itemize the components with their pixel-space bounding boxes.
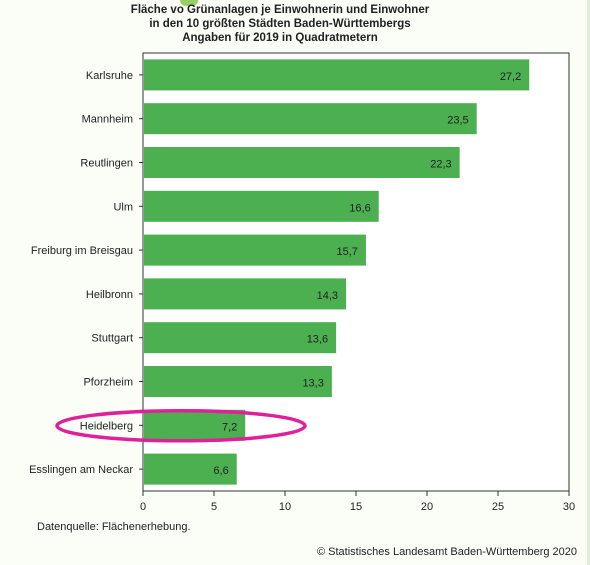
x-tick-label: 30 [563,501,575,513]
value-label: 16,6 [349,202,370,214]
highlight-ellipse [55,409,307,443]
x-tick-label: 10 [279,501,291,513]
bar [144,190,379,222]
chart-title-line-2: in den 10 größten Städten Baden-Württemb… [149,18,411,30]
value-label: 27,2 [500,71,521,83]
category-label: Pforzheim [83,377,133,389]
value-label: 22,3 [430,159,451,171]
value-label: 6,6 [213,465,228,477]
category-label: Mannheim [82,114,133,126]
value-label: 14,3 [317,290,338,302]
category-label: Esslingen am Neckar [29,464,133,476]
category-label: Heilbronn [86,289,133,301]
source-note: Datenquelle: Flächenerhebung. [37,521,191,533]
bar [144,409,246,441]
bar [144,278,347,310]
value-label: 7,2 [222,421,237,433]
copyright-note: © Statistisches Landesamt Baden-Württemb… [316,546,577,558]
category-label: Reutlingen [80,158,133,170]
category-label: Ulm [113,201,133,213]
logo-mark [180,0,198,6]
category-label: Freiburg im Breisgau [31,245,133,257]
bar [144,59,530,91]
chart-title-line-1: Fläche vo Grünanlagen je Einwohnerin und… [130,4,430,16]
bar [144,322,337,354]
bar [144,147,460,178]
chart-title-line-3: Angaben für 2019 in Quadratmetern [182,32,378,44]
value-label: 23,5 [447,115,468,127]
x-tick-label: 5 [211,501,217,513]
x-tick-label: 20 [421,501,433,513]
bar [144,366,332,397]
bar [144,234,366,266]
category-label: Stuttgart [91,333,133,345]
value-label: 15,7 [337,246,358,258]
value-label: 13,3 [302,378,323,390]
category-label: Heidelberg [80,420,133,432]
x-tick-label: 25 [492,501,504,513]
bar [144,103,477,135]
bar-chart: Karlsruhe 27,2 Mannheim 23,5 Reutlingen 22,3 U… [29,52,575,513]
x-tick-label: 0 [140,501,146,513]
x-tick-label: 15 [350,501,362,513]
value-label: 13,6 [307,334,328,346]
bar [144,453,237,485]
category-label: Karlsruhe [86,70,133,82]
